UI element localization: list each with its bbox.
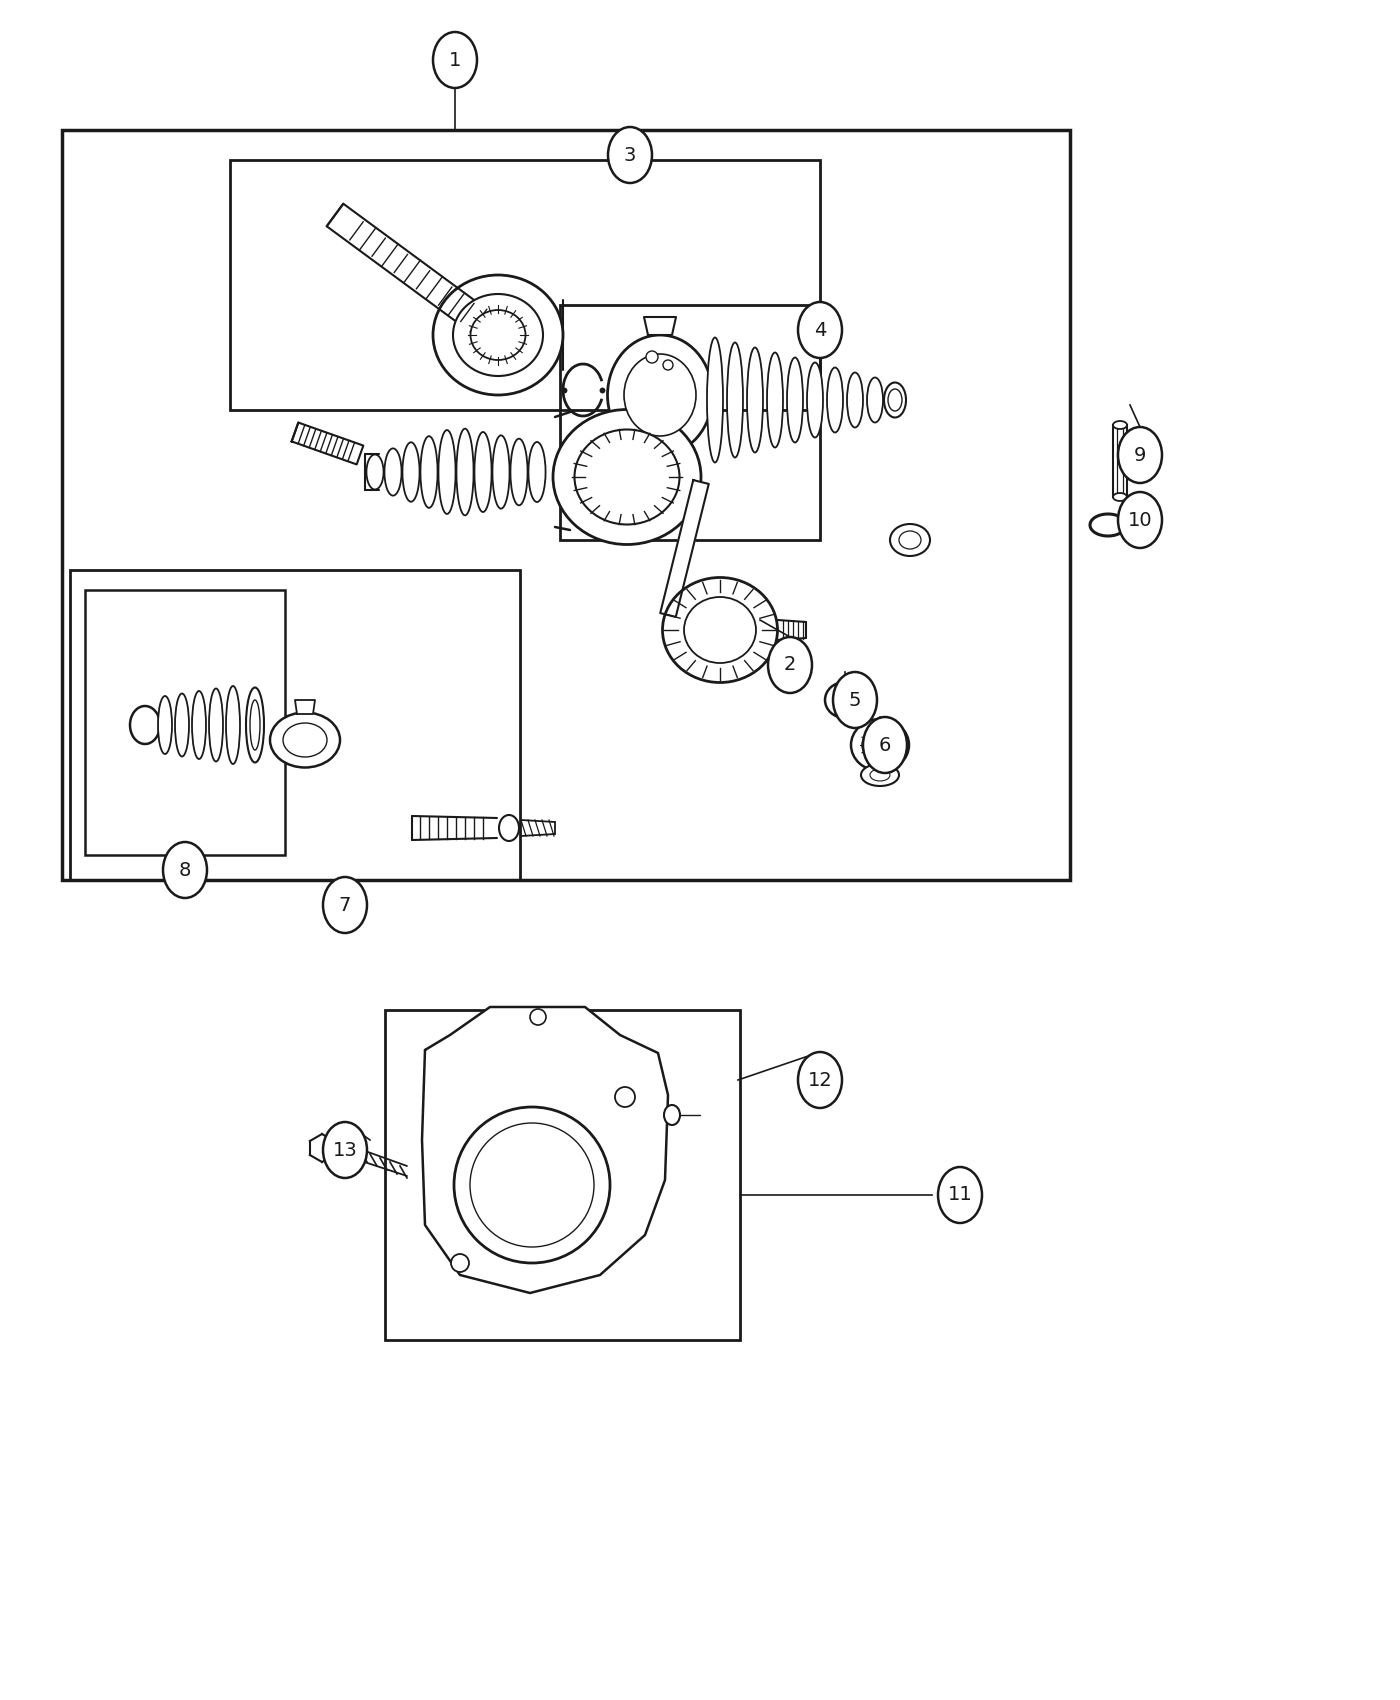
Ellipse shape: [608, 128, 652, 184]
Ellipse shape: [624, 354, 696, 435]
Ellipse shape: [862, 729, 897, 762]
Ellipse shape: [158, 695, 172, 755]
Ellipse shape: [270, 712, 340, 767]
Text: 11: 11: [948, 1185, 973, 1205]
Ellipse shape: [869, 768, 890, 780]
Circle shape: [531, 1010, 546, 1025]
Circle shape: [470, 1124, 594, 1248]
Text: 1: 1: [449, 51, 461, 70]
Text: 13: 13: [333, 1141, 357, 1159]
Circle shape: [615, 1086, 636, 1107]
Ellipse shape: [192, 690, 206, 758]
Text: 10: 10: [1127, 510, 1152, 529]
Ellipse shape: [1119, 427, 1162, 483]
Circle shape: [645, 350, 658, 364]
Ellipse shape: [162, 842, 207, 898]
Ellipse shape: [470, 309, 525, 360]
Ellipse shape: [748, 347, 763, 452]
Ellipse shape: [806, 362, 823, 437]
Ellipse shape: [798, 1052, 841, 1108]
Polygon shape: [661, 479, 708, 617]
Ellipse shape: [323, 1122, 367, 1178]
Ellipse shape: [493, 435, 510, 508]
Circle shape: [454, 1107, 610, 1263]
Ellipse shape: [385, 449, 402, 496]
Text: 9: 9: [1134, 445, 1147, 464]
Ellipse shape: [662, 578, 777, 682]
Ellipse shape: [851, 719, 909, 772]
Ellipse shape: [727, 342, 743, 457]
Ellipse shape: [225, 687, 239, 763]
Ellipse shape: [1113, 422, 1127, 428]
Ellipse shape: [825, 682, 865, 717]
Ellipse shape: [861, 763, 899, 785]
Ellipse shape: [402, 442, 420, 501]
Bar: [62, 129, 1070, 881]
Ellipse shape: [771, 646, 809, 680]
Ellipse shape: [475, 432, 491, 512]
Polygon shape: [421, 1006, 668, 1294]
Bar: [385, 1010, 741, 1340]
Text: 4: 4: [813, 321, 826, 340]
Ellipse shape: [707, 338, 722, 462]
Ellipse shape: [862, 717, 907, 774]
Circle shape: [451, 1255, 469, 1272]
Ellipse shape: [209, 688, 223, 762]
Ellipse shape: [454, 294, 543, 376]
Ellipse shape: [456, 428, 473, 515]
Ellipse shape: [367, 454, 384, 490]
Ellipse shape: [283, 722, 328, 756]
Bar: [85, 590, 286, 855]
Bar: [1113, 425, 1127, 496]
Circle shape: [664, 360, 673, 371]
Ellipse shape: [888, 389, 902, 411]
Ellipse shape: [938, 1166, 981, 1222]
Polygon shape: [291, 423, 364, 464]
Bar: [230, 160, 820, 410]
Ellipse shape: [175, 694, 189, 756]
Ellipse shape: [420, 437, 438, 508]
Ellipse shape: [883, 382, 906, 418]
Ellipse shape: [834, 690, 855, 709]
Ellipse shape: [778, 653, 801, 673]
Ellipse shape: [767, 352, 783, 447]
Ellipse shape: [511, 439, 528, 505]
Polygon shape: [295, 700, 315, 714]
Ellipse shape: [251, 700, 260, 750]
Text: 12: 12: [808, 1071, 833, 1090]
Ellipse shape: [833, 672, 876, 728]
Text: 2: 2: [784, 656, 797, 675]
Text: 6: 6: [879, 736, 892, 755]
Bar: [70, 570, 519, 881]
Ellipse shape: [323, 877, 367, 933]
Ellipse shape: [827, 367, 843, 432]
Ellipse shape: [438, 430, 455, 513]
Ellipse shape: [787, 357, 804, 442]
Ellipse shape: [498, 814, 519, 842]
Ellipse shape: [1119, 491, 1162, 547]
Ellipse shape: [528, 442, 546, 501]
Text: 5: 5: [848, 690, 861, 709]
Ellipse shape: [608, 335, 713, 456]
Ellipse shape: [890, 524, 930, 556]
Ellipse shape: [553, 410, 701, 544]
Ellipse shape: [433, 32, 477, 88]
Ellipse shape: [867, 377, 883, 423]
Ellipse shape: [899, 530, 921, 549]
Ellipse shape: [664, 1105, 680, 1125]
Ellipse shape: [1113, 493, 1127, 501]
Text: 7: 7: [339, 896, 351, 915]
Ellipse shape: [847, 372, 862, 427]
Ellipse shape: [246, 687, 265, 763]
Ellipse shape: [433, 275, 563, 394]
Polygon shape: [644, 316, 676, 335]
Ellipse shape: [574, 430, 679, 525]
Bar: [560, 304, 820, 541]
Polygon shape: [326, 204, 507, 347]
Ellipse shape: [685, 597, 756, 663]
Ellipse shape: [769, 638, 812, 694]
Text: 8: 8: [179, 860, 192, 879]
Text: 3: 3: [624, 146, 636, 165]
Ellipse shape: [798, 303, 841, 359]
